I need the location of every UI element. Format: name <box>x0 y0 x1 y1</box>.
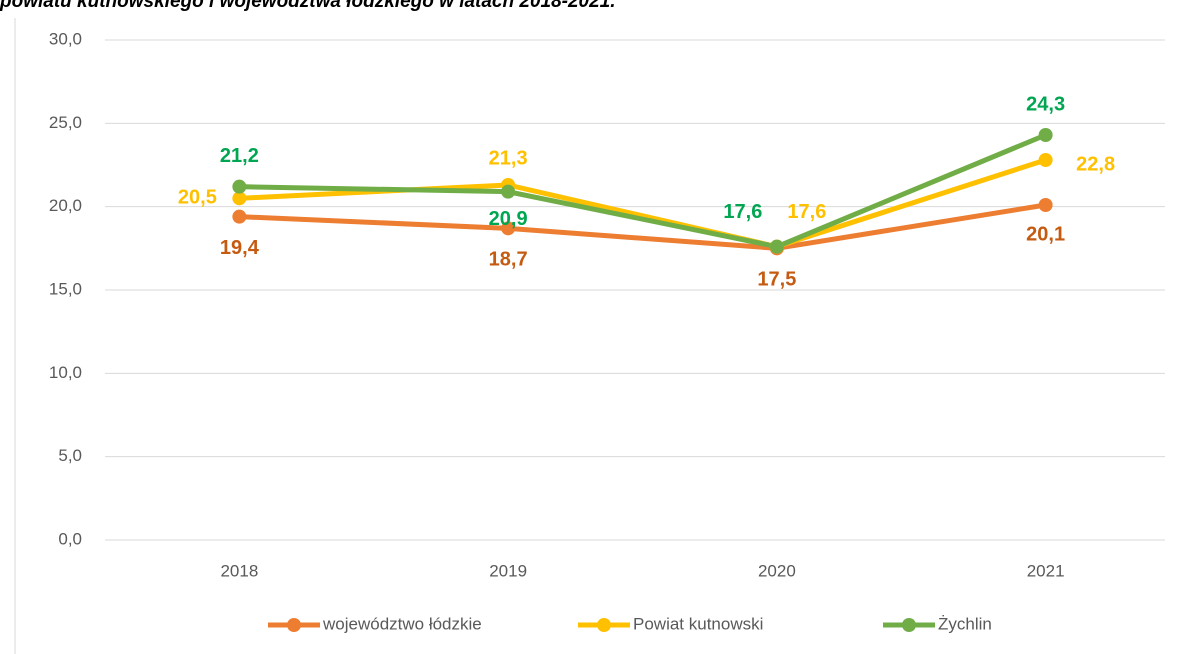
chart-title: powiatu kutnowskiego i województwa łódzk… <box>0 0 616 12</box>
data-label: 20,9 <box>489 208 528 230</box>
data-label: 24,3 <box>1026 93 1065 115</box>
data-point <box>1038 198 1053 212</box>
series-line <box>239 202 1047 251</box>
y-tick-label: 15,0 <box>49 279 82 298</box>
data-label: 19,4 <box>220 237 260 259</box>
x-tick-label: 2020 <box>758 561 796 580</box>
data-point <box>232 179 247 194</box>
y-tick-label: 0,0 <box>58 529 82 548</box>
data-label: 17,6 <box>723 201 762 223</box>
data-label: 17,5 <box>757 269 796 291</box>
legend-marker <box>902 618 916 632</box>
data-point <box>1038 153 1053 167</box>
x-tick-label: 2018 <box>220 561 258 580</box>
data-point <box>501 221 516 236</box>
y-tick-label: 25,0 <box>49 113 82 132</box>
y-tick-label: 5,0 <box>58 446 82 465</box>
data-point <box>232 191 247 206</box>
x-tick-label: 2021 <box>1027 561 1065 580</box>
data-label: 17,6 <box>787 201 826 223</box>
y-tick-label: 30,0 <box>49 29 82 48</box>
data-label: 20,5 <box>178 187 217 209</box>
data-label: 21,2 <box>220 145 259 167</box>
data-label: 20,1 <box>1026 223 1065 245</box>
legend-marker <box>597 618 611 632</box>
y-tick-label: 10,0 <box>49 363 82 382</box>
data-point <box>1038 128 1053 142</box>
legend-label: województwo łódzkie <box>322 614 482 633</box>
y-tick-label: 20,0 <box>49 196 82 215</box>
x-tick-label: 2019 <box>489 561 527 580</box>
legend-label: Żychlin <box>938 614 992 633</box>
series-line <box>239 132 1047 250</box>
data-label: 18,7 <box>489 249 528 271</box>
data-point <box>232 209 247 224</box>
data-point <box>501 184 516 199</box>
data-point <box>769 239 784 254</box>
data-label: 21,3 <box>489 147 528 169</box>
legend-marker <box>287 618 301 632</box>
data-label: 22,8 <box>1076 153 1115 175</box>
legend-label: Powiat kutnowski <box>633 614 763 633</box>
